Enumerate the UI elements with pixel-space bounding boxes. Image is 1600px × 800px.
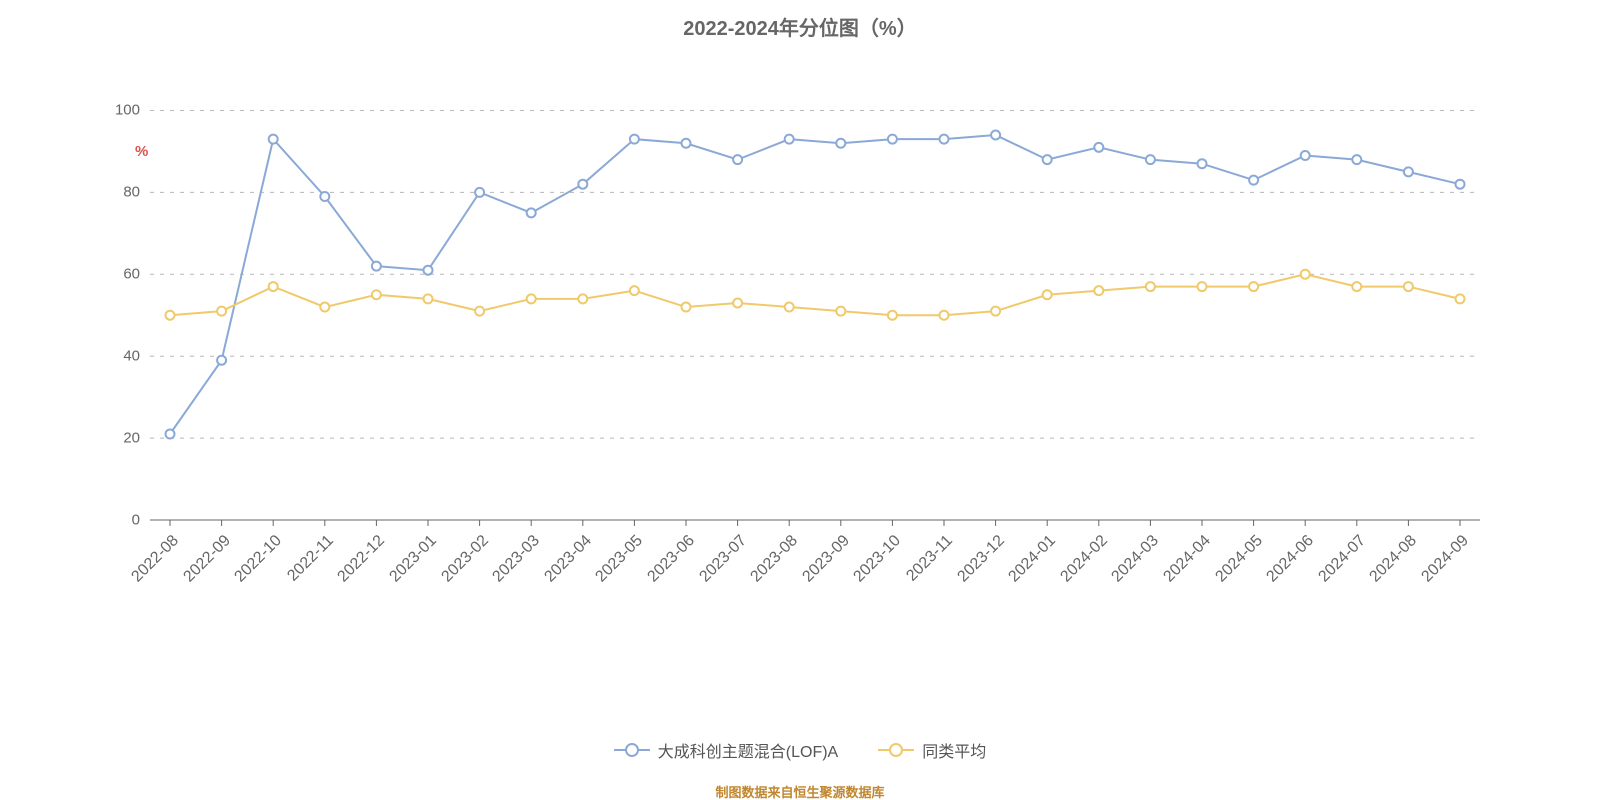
y-tick-label: 0 [100, 512, 140, 529]
legend-label: 同类平均 [922, 738, 986, 762]
y-tick-label: 20 [100, 430, 140, 447]
legend-item: 同类平均 [878, 738, 986, 762]
y-tick-label: 80 [100, 184, 140, 201]
legend-swatch [878, 743, 914, 757]
legend-item: 大成科创主题混合(LOF)A [614, 738, 838, 762]
chart-container: 2022-2024年分位图（%） % 020406080100 2022-082… [0, 0, 1600, 800]
legend-swatch [614, 743, 650, 757]
legend: 大成科创主题混合(LOF)A 同类平均 [0, 738, 1600, 762]
y-tick-label: 60 [100, 266, 140, 283]
legend-label: 大成科创主题混合(LOF)A [658, 738, 838, 762]
chart-svg [0, 0, 1600, 800]
y-tick-label: 40 [100, 348, 140, 365]
y-tick-label: 100 [100, 102, 140, 119]
chart-footer: 制图数据来自恒生聚源数据库 [0, 782, 1600, 800]
